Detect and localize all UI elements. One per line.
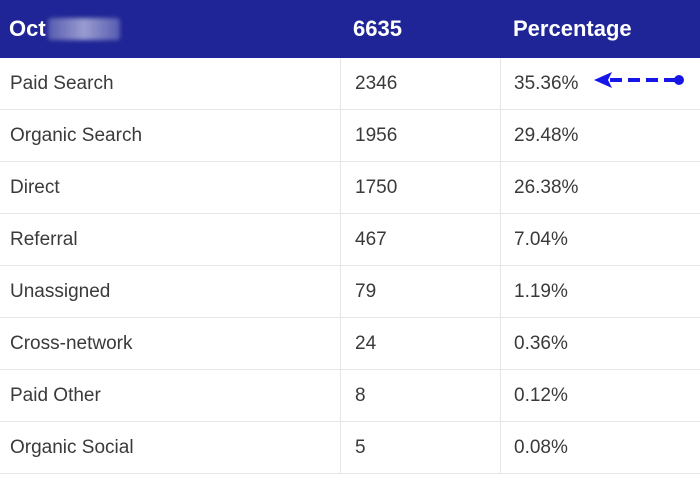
percentage-cell: 29.48% xyxy=(514,124,579,146)
percentage-cell: 0.08% xyxy=(514,436,568,458)
source-cell: Referral xyxy=(0,214,341,265)
percentage-cell: 35.36% xyxy=(514,72,579,94)
table-row: Direct 1750 26.38% xyxy=(0,162,700,214)
dashed-arrow-left-icon xyxy=(594,72,684,88)
table-row: Paid Search 2346 35.36% xyxy=(0,58,700,110)
redacted-text xyxy=(47,18,120,40)
percentage-cell: 0.36% xyxy=(514,332,568,354)
count-cell: 5 xyxy=(341,422,501,473)
source-cell: Paid Other xyxy=(0,370,341,421)
table-row: Unassigned 79 1.19% xyxy=(0,266,700,318)
percentage-cell: 7.04% xyxy=(514,228,568,250)
count-cell: 1956 xyxy=(341,110,501,161)
count-cell: 79 xyxy=(341,266,501,317)
table-row: Organic Search 1956 29.48% xyxy=(0,110,700,162)
source-cell: Direct xyxy=(0,162,341,213)
count-cell: 24 xyxy=(341,318,501,369)
source-cell: Organic Social xyxy=(0,422,341,473)
table-header-row: Oct 6635 Percentage xyxy=(0,0,700,58)
count-cell: 2346 xyxy=(341,58,501,109)
header-month: Oct xyxy=(0,0,341,58)
table-row: Cross-network 24 0.36% xyxy=(0,318,700,370)
percentage-cell: 1.19% xyxy=(514,280,568,302)
percentage-cell: 26.38% xyxy=(514,176,579,198)
source-cell: Organic Search xyxy=(0,110,341,161)
source-cell: Paid Search xyxy=(0,58,341,109)
header-month-label: Oct xyxy=(9,16,46,41)
table-row: Referral 467 7.04% xyxy=(0,214,700,266)
table-row: Paid Other 8 0.12% xyxy=(0,370,700,422)
count-cell: 467 xyxy=(341,214,501,265)
count-cell: 1750 xyxy=(341,162,501,213)
source-cell: Unassigned xyxy=(0,266,341,317)
count-cell: 8 xyxy=(341,370,501,421)
header-percentage: Percentage xyxy=(513,16,632,41)
header-total: 6635 xyxy=(353,16,402,41)
source-cell: Cross-network xyxy=(0,318,341,369)
percentage-cell: 0.12% xyxy=(514,384,568,406)
table-row: Organic Social 5 0.08% xyxy=(0,422,700,474)
